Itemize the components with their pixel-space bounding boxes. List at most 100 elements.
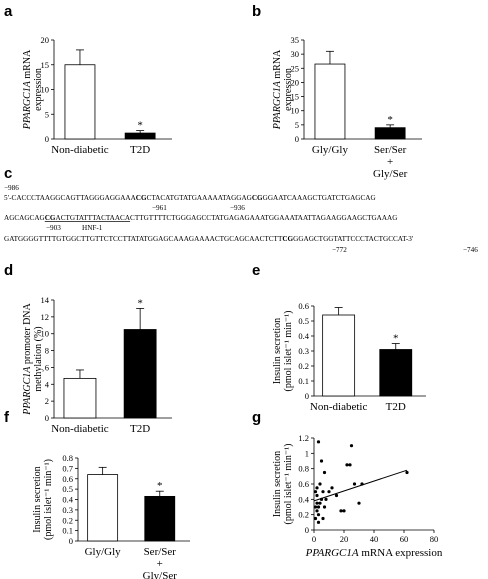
y-tick-label: 0.5: [62, 484, 73, 494]
y-tick-label: 1.2: [298, 433, 309, 443]
seq-hnf1-site-label: HNF-1: [82, 224, 103, 232]
y-tick-label: 30: [291, 49, 300, 59]
y-tick-label: 12: [41, 312, 50, 322]
scatter-point: [316, 520, 321, 524]
y-tick-label: 15: [41, 60, 50, 70]
y-tick-label: 0.4: [298, 331, 309, 341]
scatter-point: [315, 501, 319, 505]
chart-d-promoter-methylation: 0 2 4 6 8 10 12 14 Non-diabetic * T2D PPARGC1A prom…: [22, 295, 172, 435]
y-axis-label: Insulin secretion(pmol islet⁻¹ min⁻¹): [272, 444, 294, 525]
category-label-1: Gly/Gly: [85, 546, 122, 558]
y-tick-label: 0.3: [298, 346, 309, 356]
bar-2: [124, 132, 156, 140]
sequence-line-1: 5′-CACCCTAAGGCAGTTAGGGAGGAAACGCTACATGTAT…: [4, 194, 376, 202]
y-tick-label: 0.8: [62, 453, 73, 463]
scatter-point: [316, 513, 321, 517]
bar-2: [144, 495, 176, 542]
scatter-point: [334, 493, 339, 498]
y-tick-label: 0: [45, 413, 49, 423]
panel-label-g: g: [252, 409, 261, 426]
significance-marker: *: [137, 297, 143, 309]
y-axis-label: Insulin secretion(pmol islet⁻¹ min⁻¹): [32, 459, 54, 540]
scatter-point: [316, 505, 321, 509]
scatter-point: [405, 470, 409, 475]
y-tick-label: 1: [305, 448, 309, 458]
y-axis-label: Insulin secretion(pmol islet⁻¹ min⁻¹): [272, 311, 294, 392]
seq-position-746: −746: [463, 246, 478, 254]
y-axis-label: PPARGC1A promoter DNAmethylation (%): [22, 302, 44, 415]
x-tick-label: 80: [430, 534, 439, 544]
chart-f-insulin-by-genotype: 00.10.20.30.40.50.60.70.8 Gly/Gly * Ser/Ser…: [32, 453, 190, 579]
y-tick-label: 0.4: [62, 495, 73, 505]
bar-2: [374, 127, 406, 140]
scatter-point: [349, 444, 354, 448]
sequence-line-2: AGCAGCAGCGACTGTATTTACTAACACTTGTTTTCTGGGA…: [4, 214, 397, 222]
x-axis-label: PPARGC1A mRNA expression: [305, 547, 443, 559]
scatter-point: [324, 497, 328, 501]
y-tick-label: 10: [291, 106, 300, 116]
scatter-point: [313, 505, 318, 509]
significance-marker: *: [387, 114, 393, 126]
significance-marker: *: [157, 480, 163, 492]
y-tick-label: 0.1: [298, 376, 309, 386]
y-tick-label: 0.6: [298, 301, 309, 311]
scatter-point: [313, 490, 318, 494]
scatter-point: [322, 505, 327, 509]
bar-1: [64, 64, 96, 140]
chart-e-insulin-secretion: 0 0.1 0.2 0.3 0.4 0.5 0.6 Non-diabetic * T2D Insul…: [272, 301, 426, 413]
category-label-2: T2D: [130, 423, 150, 435]
sequence-line-3: GATGGGGTTTTGTGGCTTGTTCTCCTTATATGGAGCAAAG…: [4, 235, 414, 243]
y-tick-label: 0.2: [62, 515, 73, 525]
axis-lines: [313, 438, 434, 531]
bar-1: [87, 474, 119, 542]
promoter-sequence: −986 5′-CACCCTAAGGCAGTTAGGGAGGAAACGCTACA…: [4, 184, 478, 254]
scatter-point: [315, 509, 319, 513]
panel-label-f: f: [4, 409, 10, 426]
panel-label-a: a: [4, 3, 13, 20]
y-axis-label: PPARGC1A mRNAexpression: [22, 49, 44, 130]
scatter-point: [318, 482, 322, 486]
y-tick-label: 0.5: [298, 316, 309, 326]
category-label-1: Non-diabetic: [51, 423, 109, 435]
y-tick-label: 0: [305, 525, 309, 535]
y-tick-label: 6: [45, 362, 49, 372]
x-tick-label: 40: [370, 534, 379, 544]
scatter-point: [321, 490, 325, 494]
category-label-2: Ser/Ser + Gly/Ser: [373, 144, 408, 180]
category-label-1: Non-diabetic: [51, 144, 109, 156]
y-tick-label: 0.1: [62, 526, 73, 536]
y-tick-label: 0.6: [62, 474, 73, 484]
y-tick-label: 0.3: [62, 505, 73, 515]
scatter-point: [315, 486, 319, 490]
y-tick-label: 5: [45, 109, 49, 119]
y-tick-label: 2: [45, 396, 49, 406]
panel-label-d: d: [4, 262, 13, 279]
bar-2: [379, 349, 413, 397]
y-tick-label: 10: [41, 85, 50, 95]
scatter-point: [318, 501, 322, 505]
chart-g-scatter-insulin-vs-mrna: 0 0.2 0.4 0.6 0.8 1 1.2 0 20 40 60 80 PPARGC1A mRNA …: [272, 433, 443, 559]
y-tick-label: 0: [305, 391, 309, 401]
category-label-2: T2D: [130, 144, 150, 156]
y-tick-label: 0.6: [298, 479, 309, 489]
significance-marker: *: [137, 120, 143, 132]
category-label-2: T2D: [386, 401, 406, 413]
trend-line: [313, 469, 408, 502]
y-tick-label: 5: [295, 120, 299, 130]
category-label-1: Non-diabetic: [310, 401, 368, 413]
scatter-point: [315, 493, 319, 498]
y-tick-label: 0.8: [298, 464, 309, 474]
x-tick-label: 0: [312, 534, 316, 544]
scatter-point: [313, 516, 318, 521]
chart-b-mrna-by-genotype: 0 5 10 15 20 25 30 35 Gly/Gly * Ser/Ser + Gly/Ser PPA…: [272, 35, 422, 180]
panel-label-e: e: [252, 262, 260, 279]
y-tick-label: 0.2: [298, 361, 309, 371]
bar-2: [123, 329, 157, 419]
y-axis-label: PPARGC1A mRNAexpression: [272, 49, 294, 130]
y-tick-label: 0.2: [298, 510, 309, 520]
y-tick-label: 10: [41, 329, 50, 339]
category-label-2: Ser/Ser + Gly/Ser: [143, 546, 178, 579]
y-tick-label: 8: [45, 346, 49, 356]
y-tick-label: 0: [45, 134, 49, 144]
